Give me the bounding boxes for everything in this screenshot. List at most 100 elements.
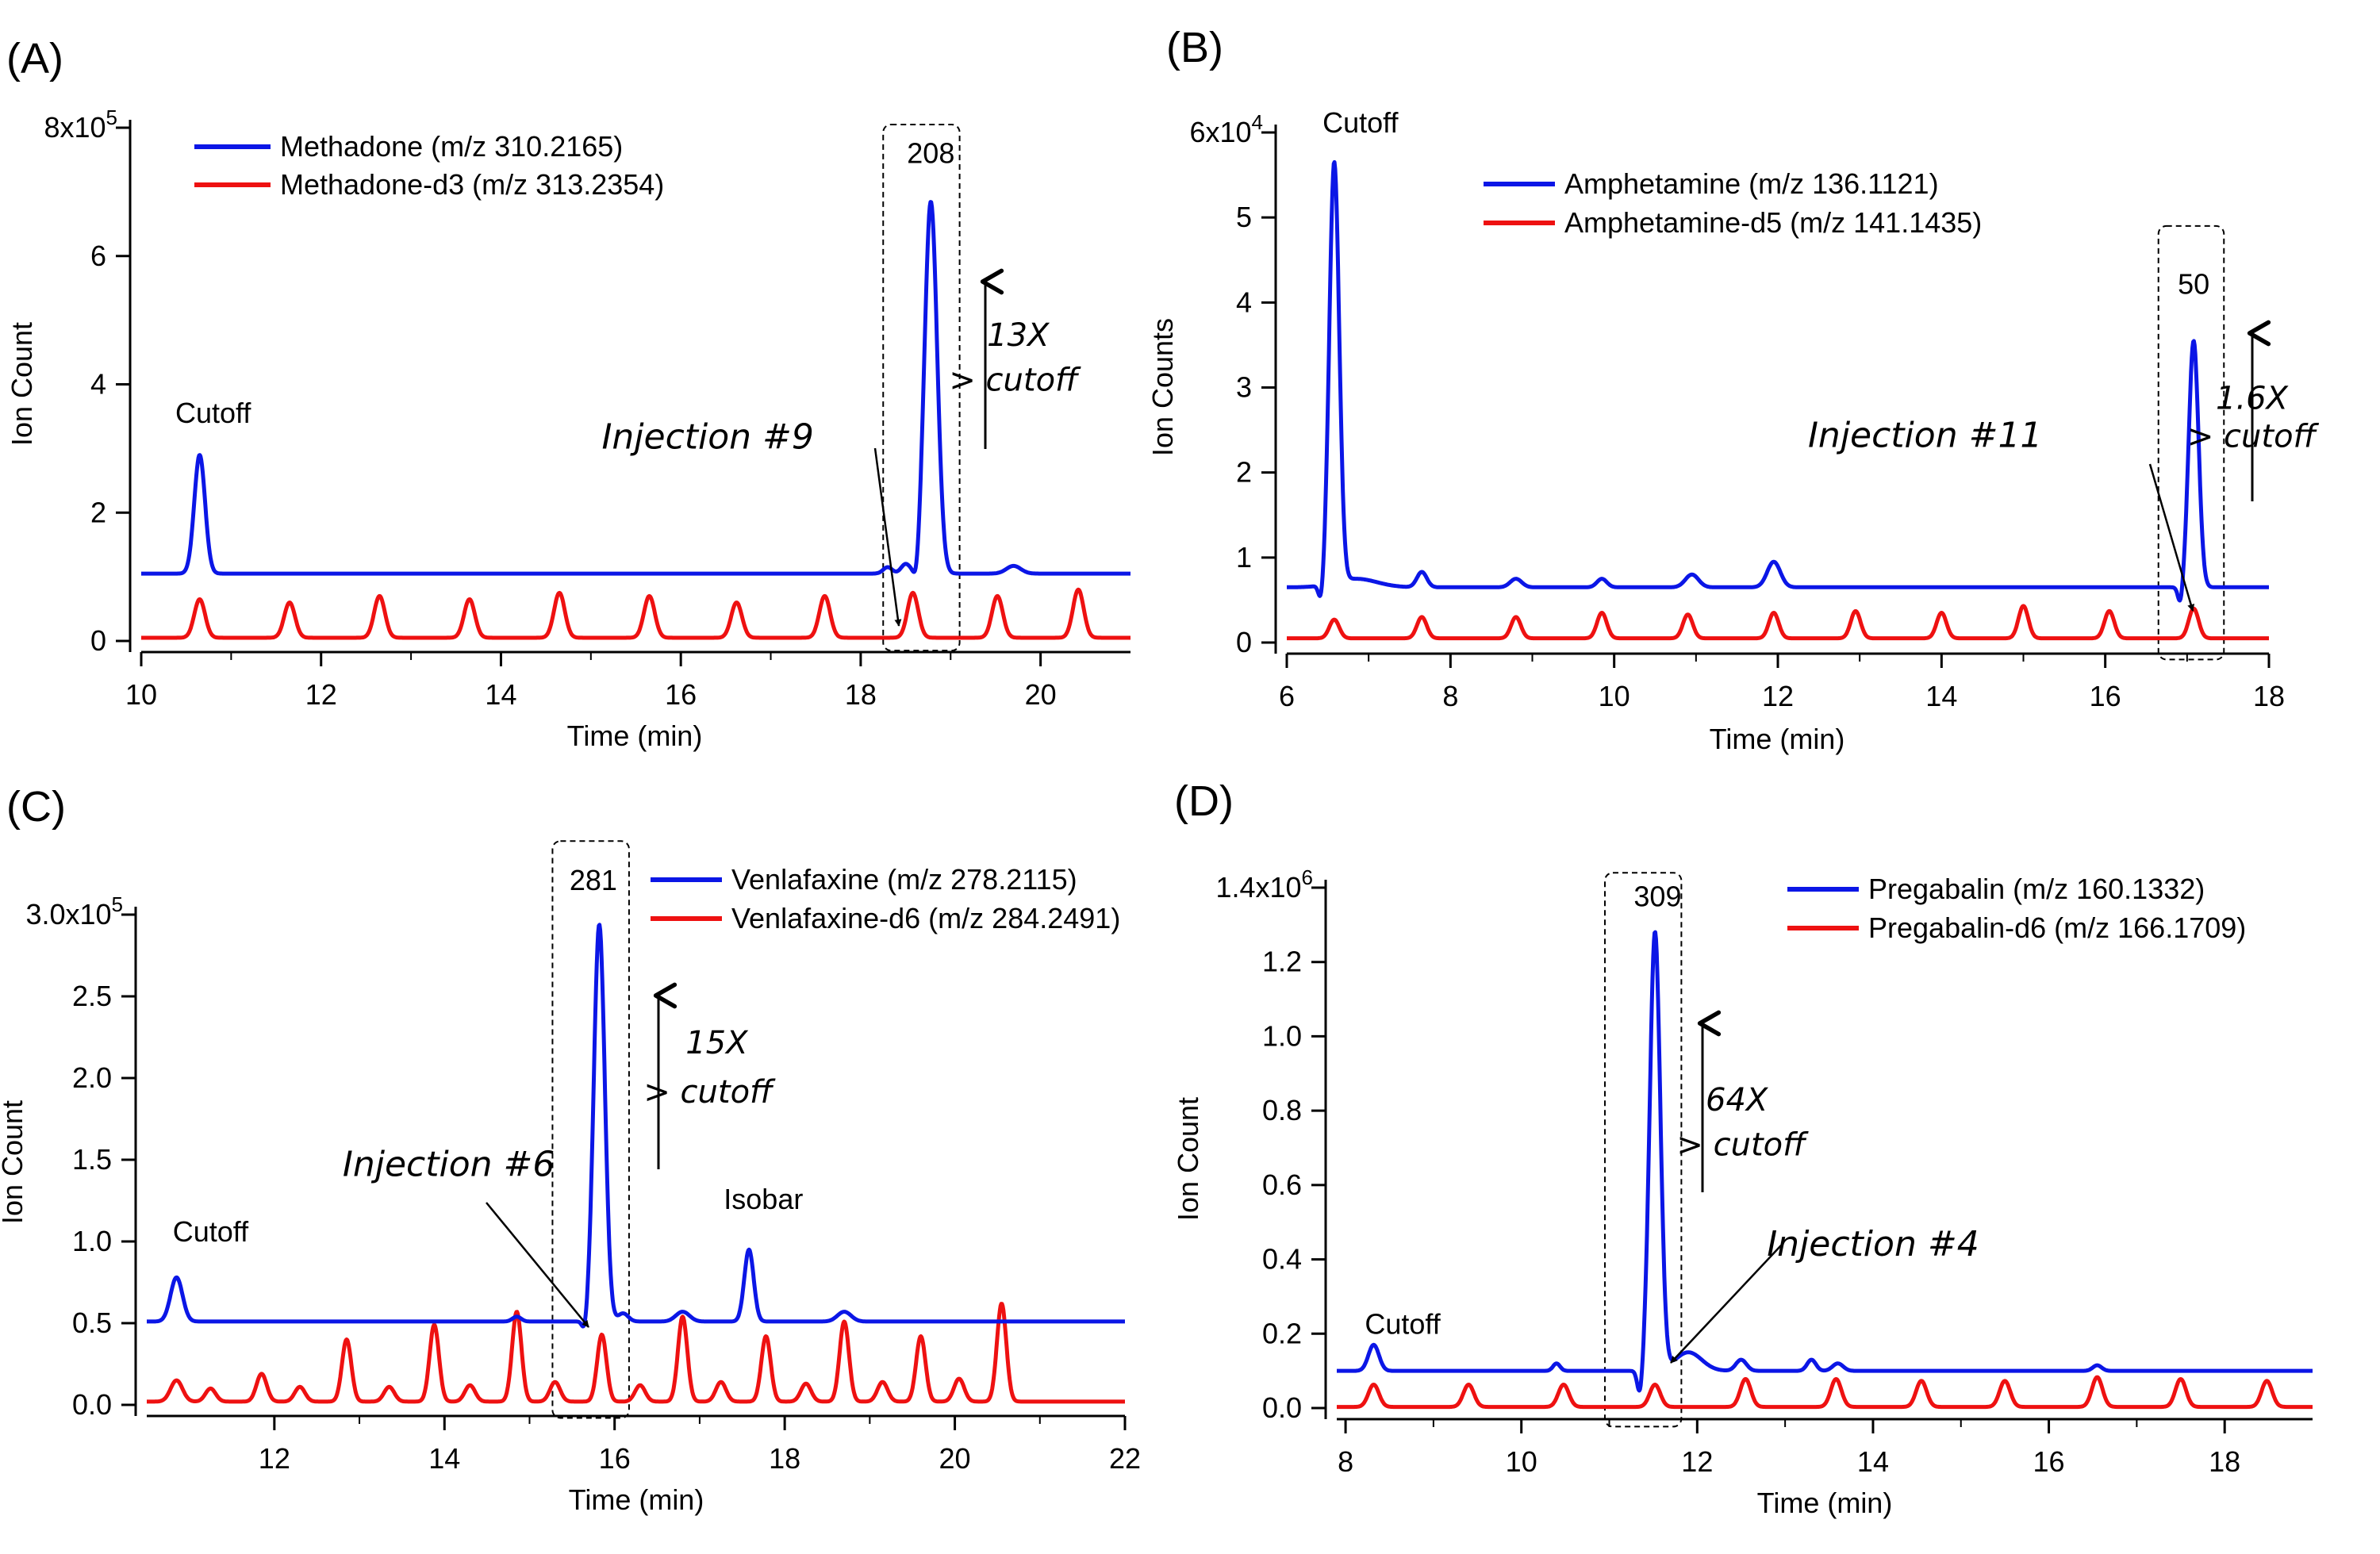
highlight-box — [882, 123, 961, 652]
annotation-cutoff: > cutoff — [949, 363, 1081, 399]
panel-label: (C) — [6, 783, 66, 831]
annotation-injection-6: Injection #6 — [343, 1145, 555, 1185]
y-tick-label: 1.0 — [1262, 1019, 1302, 1052]
legend-label: Methadone (m/z 310.2165) — [280, 130, 623, 163]
annotation-13x: 13X — [987, 317, 1050, 354]
legend-label: Amphetamine (m/z 136.1121) — [1564, 167, 1939, 200]
legend-label: Venlafaxine-d6 (m/z 284.2491) — [731, 902, 1120, 934]
annotation-64x: 64X — [1706, 1082, 1769, 1118]
x-tick-label: 8 — [1338, 1445, 1353, 1478]
annotation-injection-9: Injection #9 — [601, 416, 813, 457]
annotation-281: 281 — [570, 864, 617, 896]
x-tick-label: 18 — [845, 678, 877, 711]
injection-arrow — [1670, 1245, 1782, 1364]
x-axis-label: Time (min) — [1710, 723, 1845, 755]
annotation-15x: 15X — [685, 1025, 749, 1061]
y-tick-label: 2 — [1236, 456, 1252, 489]
y-tick-label: 2.0 — [72, 1061, 112, 1094]
x-tick-label: 18 — [2209, 1445, 2240, 1478]
x-tick-label: 12 — [1681, 1445, 1713, 1478]
x-tick-label: 12 — [1762, 680, 1794, 712]
annotation-isobar: Isobar — [724, 1183, 803, 1215]
annotation-injection-11: Injection #11 — [1808, 416, 2042, 456]
x-tick-label: 18 — [2253, 680, 2285, 712]
x-tick-label: 10 — [125, 678, 157, 711]
y-tick-label: 0.0 — [1262, 1391, 1302, 1424]
injection-arrow — [2148, 463, 2195, 612]
y-tick-label: 1.4x106 — [1215, 865, 1313, 904]
series-line-internal-standard — [1335, 1375, 2314, 1410]
highlight-box — [1603, 872, 1683, 1428]
y-tick-label: 0.2 — [1262, 1317, 1302, 1349]
x-tick-label: 20 — [1025, 678, 1057, 711]
x-tick-label: 12 — [259, 1442, 290, 1475]
series-line-analyte — [140, 200, 1132, 576]
series-line-analyte — [1335, 930, 2314, 1393]
y-axis-label: Ion Count — [6, 322, 38, 446]
x-tick-label: 22 — [1109, 1442, 1141, 1475]
y-axis-label: Ion Counts — [1146, 318, 1179, 456]
injection-arrow — [486, 1202, 589, 1328]
annotation-cutoff: > cutoff — [1676, 1126, 1809, 1163]
annotation-cutoff: Cutoff — [1322, 106, 1399, 139]
y-tick-label: 0.5 — [72, 1307, 112, 1339]
y-tick-label: 0.6 — [1262, 1168, 1302, 1201]
panel-label: (D) — [1174, 777, 1234, 825]
annotation-cutoff: Cutoff — [1365, 1307, 1441, 1340]
x-axis-label: Time (min) — [567, 719, 703, 752]
x-tick-label: 14 — [485, 678, 516, 711]
x-axis-label: Time (min) — [569, 1483, 704, 1516]
annotation-cutoff: Cutoff — [175, 397, 251, 429]
y-tick-label: 4 — [1236, 286, 1252, 318]
y-tick-label: 5 — [1236, 201, 1252, 233]
highlight-box — [551, 840, 630, 1419]
y-axis-label: Ion Count — [0, 1100, 29, 1224]
annotation-208: 208 — [907, 136, 954, 169]
panel-d: (D) 8 10 12 14 16 18 0.0 0.2 0.4 0.6 0.8 1.0 1.2 1.4x1… — [1172, 777, 2314, 1519]
y-tick-label: 0.4 — [1262, 1243, 1302, 1276]
x-tick-label: 10 — [1506, 1445, 1537, 1478]
panel-label: (A) — [6, 35, 63, 82]
y-tick-label: 3 — [1236, 371, 1252, 404]
legend-label: Pregabalin-d6 (m/z 166.1709) — [1868, 911, 2246, 944]
x-tick-label: 14 — [1857, 1445, 1889, 1478]
annotation-cutoff: > cutoff — [2187, 419, 2320, 455]
y-tick-label: 6x104 — [1189, 110, 1263, 148]
series-line-internal-standard — [140, 587, 1132, 640]
annotation-1-6x: 1.6X — [2216, 380, 2290, 416]
x-tick-label: 12 — [305, 678, 337, 711]
highlight-box — [2157, 224, 2225, 661]
y-tick-label: 8x105 — [44, 106, 117, 144]
x-tick-label: 16 — [665, 678, 697, 711]
series-line-analyte — [1285, 159, 2271, 603]
x-tick-label: 8 — [1442, 680, 1458, 712]
y-tick-label: 4 — [90, 368, 106, 401]
y-tick-label: 0.0 — [72, 1388, 112, 1421]
y-tick-label: 0 — [1236, 626, 1252, 658]
x-tick-label: 14 — [1925, 680, 1957, 712]
x-tick-label: 16 — [599, 1442, 631, 1475]
y-tick-label: 1.5 — [72, 1143, 112, 1176]
annotation-injection-4: Injection #4 — [1767, 1224, 1979, 1264]
y-tick-label: 3.0x105 — [25, 892, 123, 930]
y-tick-label: 0 — [90, 624, 106, 657]
panel-c: (C) 12 14 16 18 20 22 0.0 0.5 1.0 1.5 2.0 2.5 3.0x105… — [0, 783, 1141, 1516]
x-tick-label: 18 — [769, 1442, 800, 1475]
x-tick-label: 14 — [428, 1442, 460, 1475]
y-tick-label: 6 — [90, 240, 106, 272]
y-tick-label: 1.0 — [72, 1225, 112, 1257]
y-tick-label: 1.2 — [1262, 946, 1302, 978]
y-axis-label: Ion Count — [1172, 1097, 1204, 1221]
legend-label: Methadone-d3 (m/z 313.2354) — [280, 168, 664, 201]
y-tick-label: 2.5 — [72, 980, 112, 1012]
x-tick-label: 6 — [1279, 680, 1295, 712]
y-tick-label: 2 — [90, 496, 106, 528]
annotation-309: 309 — [1633, 880, 1681, 912]
series-line-analyte — [145, 923, 1127, 1329]
legend-label: Venlafaxine (m/z 278.2115) — [731, 863, 1077, 896]
x-axis-label: Time (min) — [1757, 1487, 1893, 1519]
x-tick-label: 20 — [939, 1442, 971, 1475]
y-tick-label: 0.8 — [1262, 1094, 1302, 1126]
y-tick-label: 1 — [1236, 541, 1252, 574]
